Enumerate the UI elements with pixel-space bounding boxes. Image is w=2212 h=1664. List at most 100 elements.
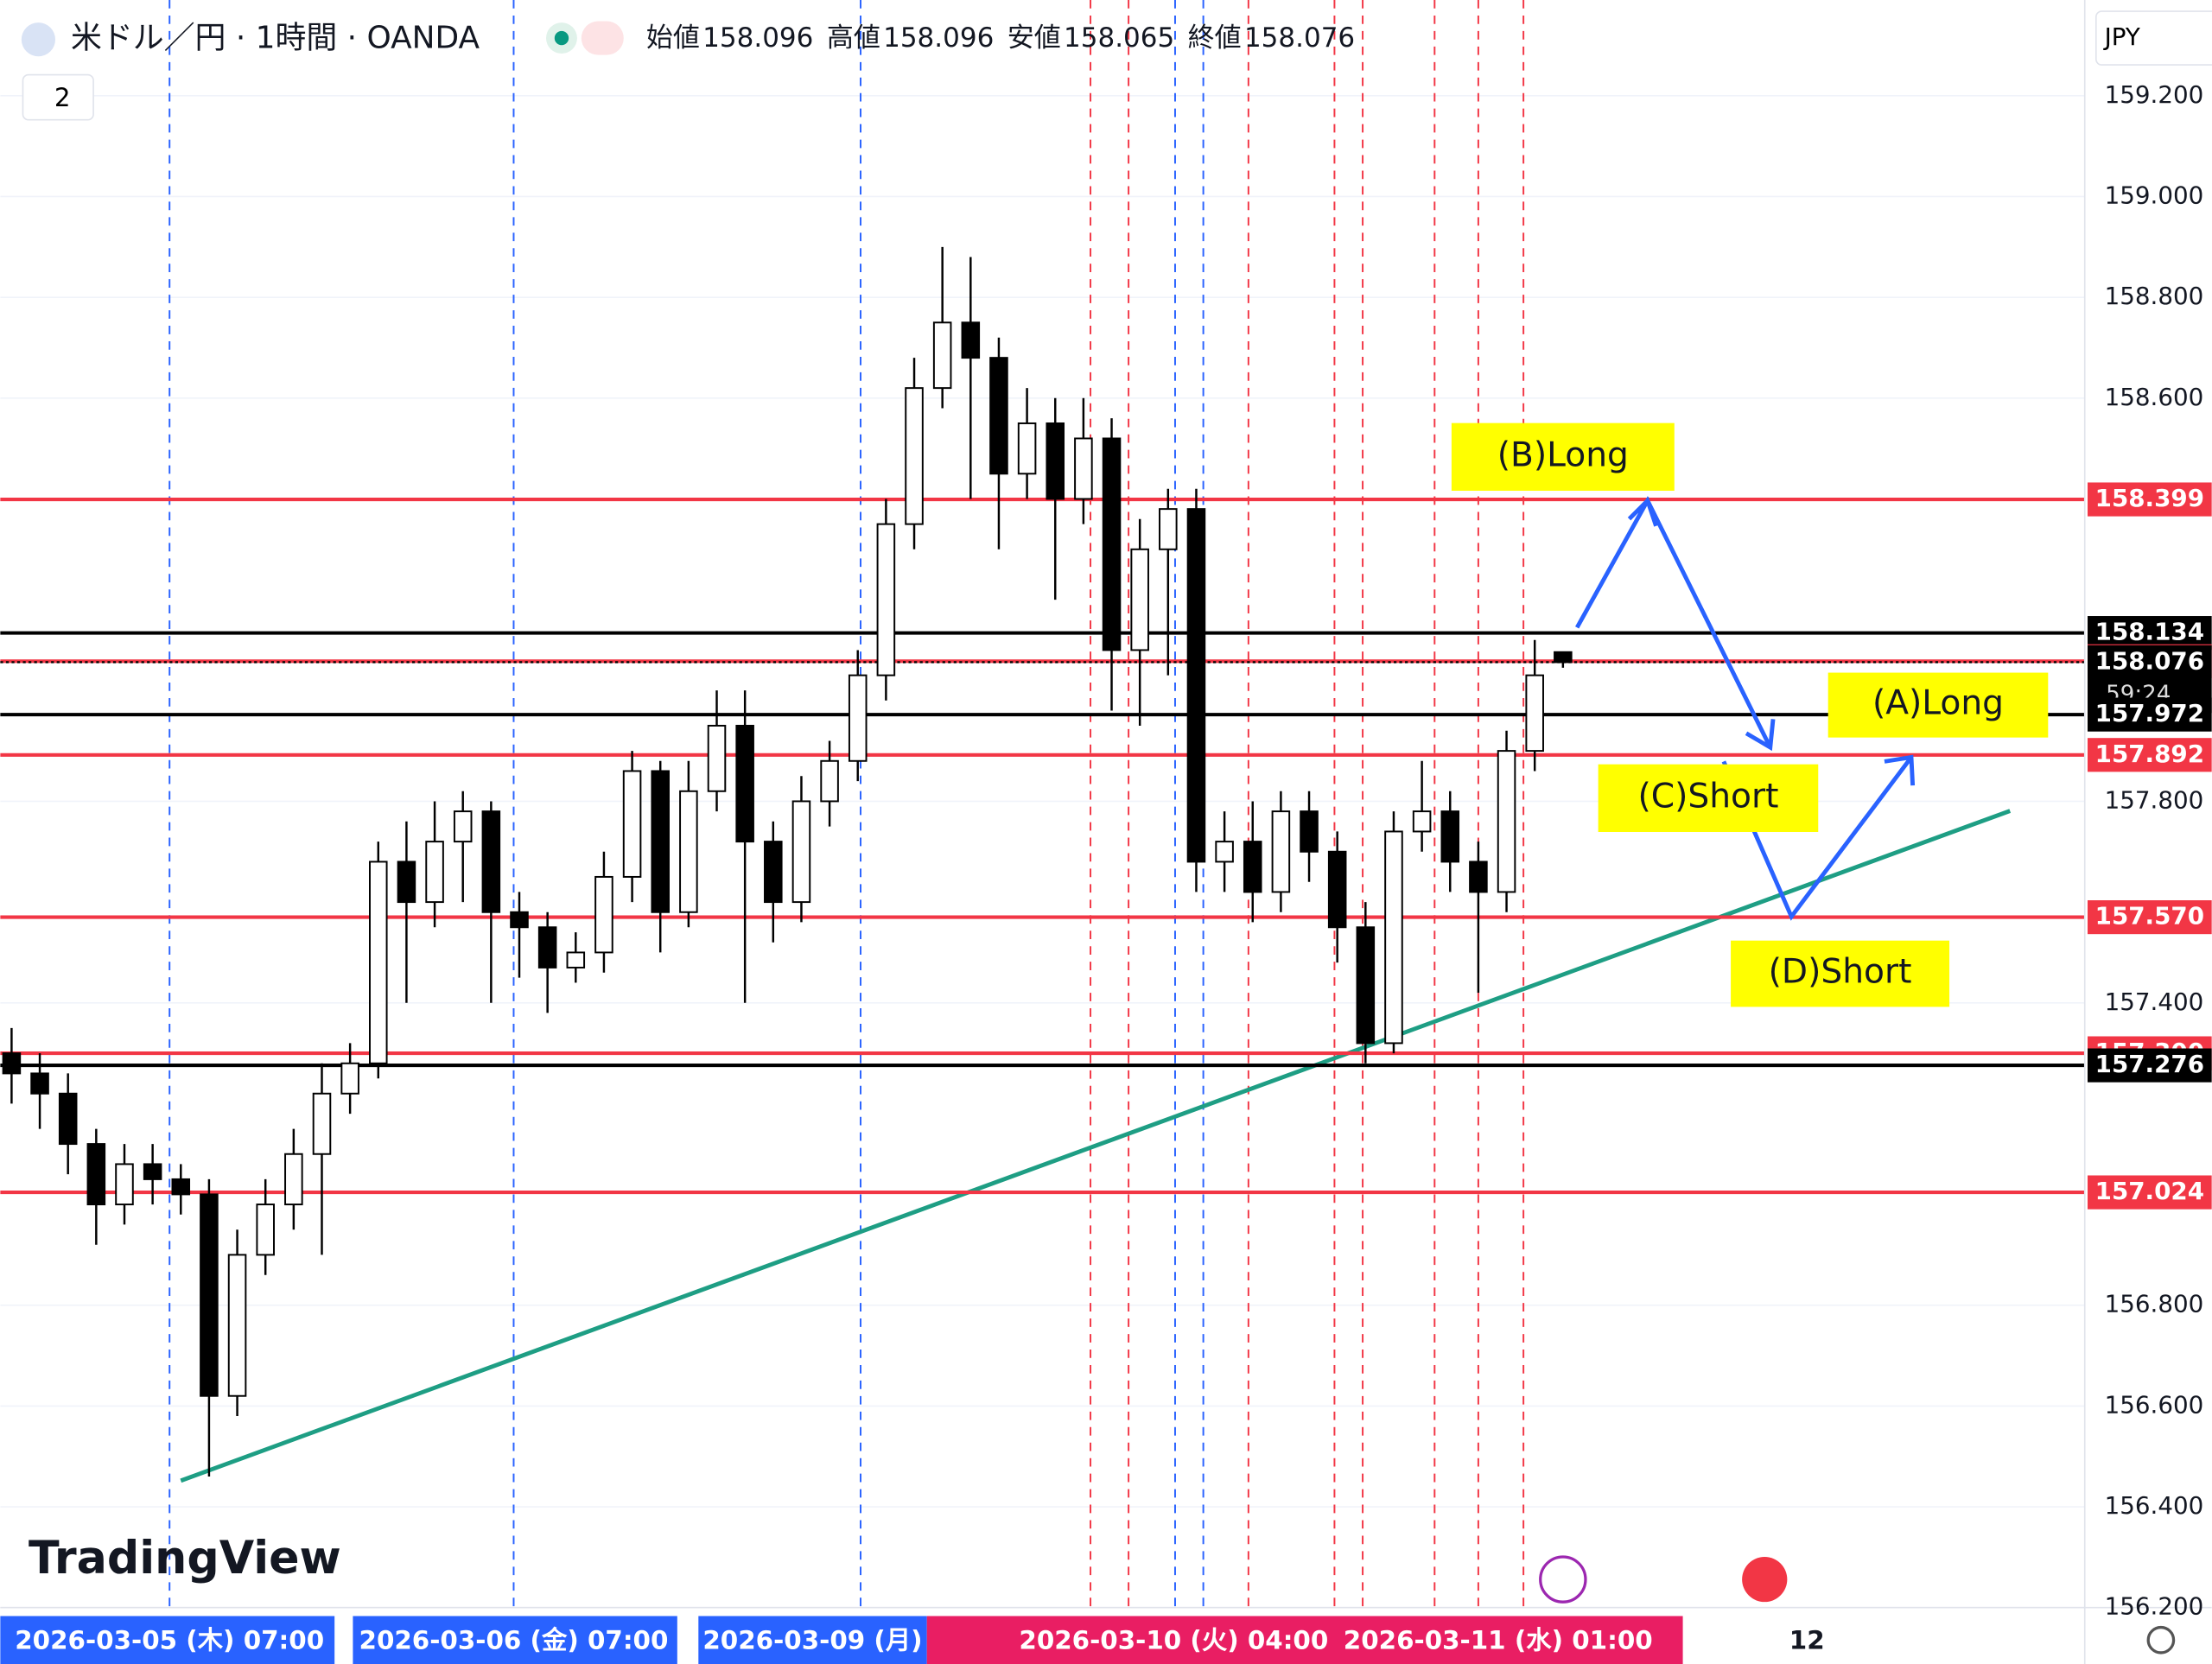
candle-body bbox=[1384, 830, 1403, 1045]
ohlc-value: 158.065 bbox=[1064, 22, 1174, 54]
symbol-flag bbox=[21, 22, 56, 57]
candle-body bbox=[284, 1153, 303, 1206]
price-tag-label: 158.399 bbox=[2095, 484, 2204, 512]
logo: TradingView bbox=[29, 1533, 341, 1585]
candle-body bbox=[1356, 926, 1376, 1045]
x-tick-label: 2026-03-11 (水) 01:00 bbox=[1344, 1625, 1653, 1654]
ohlc-label: 高値 bbox=[827, 22, 880, 54]
candle-body bbox=[1017, 422, 1037, 475]
y-tick-label: 156.400 bbox=[2105, 1491, 2204, 1520]
candle-body bbox=[340, 1062, 359, 1095]
collapse-button[interactable] bbox=[22, 73, 94, 121]
settings-icon[interactable] bbox=[2146, 1625, 2176, 1654]
currency-button[interactable] bbox=[2094, 10, 2212, 66]
candle-body bbox=[58, 1092, 78, 1146]
candle-body bbox=[200, 1193, 219, 1397]
annotation-box bbox=[1598, 764, 1819, 832]
candle-body bbox=[30, 1072, 49, 1095]
candle-body bbox=[1469, 861, 1488, 893]
candle-body bbox=[566, 951, 586, 969]
ohlc-value: 158.076 bbox=[1244, 22, 1355, 54]
annotation-box bbox=[1731, 940, 1950, 1007]
x-tick-label: 12 bbox=[1789, 1625, 1825, 1654]
y-tick-label: 158.800 bbox=[2105, 282, 2204, 310]
x-tick-label: 2026-03-09 (月) bbox=[702, 1625, 922, 1654]
candle-body bbox=[1327, 850, 1347, 929]
candle-body bbox=[1300, 810, 1319, 853]
x-tick-label: 2026-03-10 (火) 04:00 bbox=[1019, 1625, 1328, 1654]
candle-body bbox=[679, 790, 698, 913]
price-tag bbox=[2088, 738, 2212, 772]
candle-body bbox=[594, 875, 613, 954]
candle-body bbox=[764, 841, 783, 904]
y-tick-label: 156.600 bbox=[2105, 1390, 2204, 1419]
candle-body bbox=[227, 1254, 247, 1397]
candle-body bbox=[256, 1204, 275, 1256]
symbol: 米ドル／円 · 1時間 · OANDA bbox=[71, 21, 480, 56]
y-tick-label: 159.000 bbox=[2105, 181, 2204, 209]
candle-body bbox=[1074, 437, 1093, 500]
candle-body bbox=[707, 724, 727, 792]
candle-body bbox=[905, 387, 924, 525]
candle-body bbox=[989, 357, 1008, 475]
candle-body bbox=[2, 1052, 22, 1075]
price-tag-label: 157.024 bbox=[2095, 1177, 2204, 1205]
ohlc-value: 158.096 bbox=[702, 22, 813, 54]
candle-body bbox=[143, 1163, 162, 1180]
event-icon[interactable] bbox=[1539, 1555, 1587, 1604]
candle-body bbox=[1554, 651, 1573, 664]
event-icon[interactable] bbox=[1742, 1556, 1788, 1603]
price-tag bbox=[2088, 1175, 2212, 1210]
candle-body bbox=[876, 523, 896, 676]
annotation: (C)Short bbox=[1637, 777, 1778, 816]
y-tick-label: 157.400 bbox=[2105, 988, 2204, 1016]
annotation-box bbox=[1827, 672, 2049, 738]
scenario-arrows bbox=[1575, 496, 1916, 921]
candle-body bbox=[481, 810, 501, 913]
candle-body bbox=[1046, 422, 1065, 500]
candle-body bbox=[369, 861, 388, 1064]
session-lines bbox=[168, 0, 1525, 1608]
price-tag bbox=[2088, 1048, 2212, 1083]
ohlc-label: 始値 bbox=[646, 22, 700, 54]
x-label-bg bbox=[0, 1616, 335, 1664]
candle-body bbox=[1271, 810, 1291, 893]
ohlc-label: 終値 bbox=[1188, 22, 1242, 54]
price-tag-label: 157.276 bbox=[2095, 1050, 2204, 1078]
candle-body bbox=[820, 759, 839, 803]
annotation: (A)Long bbox=[1872, 684, 2004, 723]
candle-body bbox=[1440, 810, 1460, 863]
candle-body bbox=[453, 810, 473, 843]
candle-body bbox=[1525, 674, 1544, 753]
price-tag-label: 157.892 bbox=[2095, 740, 2204, 768]
candle-body bbox=[848, 674, 868, 762]
candle-body bbox=[961, 321, 981, 359]
x-tick-label: 2026-03-06 (金) 07:00 bbox=[359, 1625, 669, 1654]
candle-body bbox=[425, 841, 444, 904]
candle-body bbox=[115, 1163, 134, 1206]
ohlc-label: 安値 bbox=[1007, 22, 1061, 54]
candle-body bbox=[791, 800, 811, 904]
x-label-bg bbox=[353, 1616, 677, 1664]
x-tick-label: 2026-03-05 (木) 07:00 bbox=[15, 1625, 324, 1654]
price-tag-label: 158.076 bbox=[2095, 646, 2204, 675]
candle-body bbox=[1186, 508, 1206, 863]
status-dot bbox=[554, 30, 569, 46]
price-tag bbox=[2088, 697, 2212, 732]
candle-body bbox=[651, 770, 670, 913]
candle-body bbox=[510, 911, 529, 929]
currency: JPY bbox=[2103, 22, 2140, 51]
x-label-bg bbox=[698, 1616, 927, 1664]
y-tick-label: 159.200 bbox=[2105, 80, 2204, 109]
annotation: (B)Long bbox=[1497, 435, 1629, 474]
price-tag-label: 158.134 bbox=[2095, 618, 2204, 646]
x-label-bg bbox=[926, 1616, 1683, 1664]
candle-body bbox=[622, 770, 642, 878]
candle-body bbox=[1130, 548, 1149, 651]
candle-body bbox=[537, 926, 557, 969]
trendline bbox=[180, 809, 2012, 1483]
candle-body bbox=[1412, 810, 1432, 833]
candle-body bbox=[312, 1092, 332, 1155]
candle-body bbox=[1215, 841, 1234, 863]
